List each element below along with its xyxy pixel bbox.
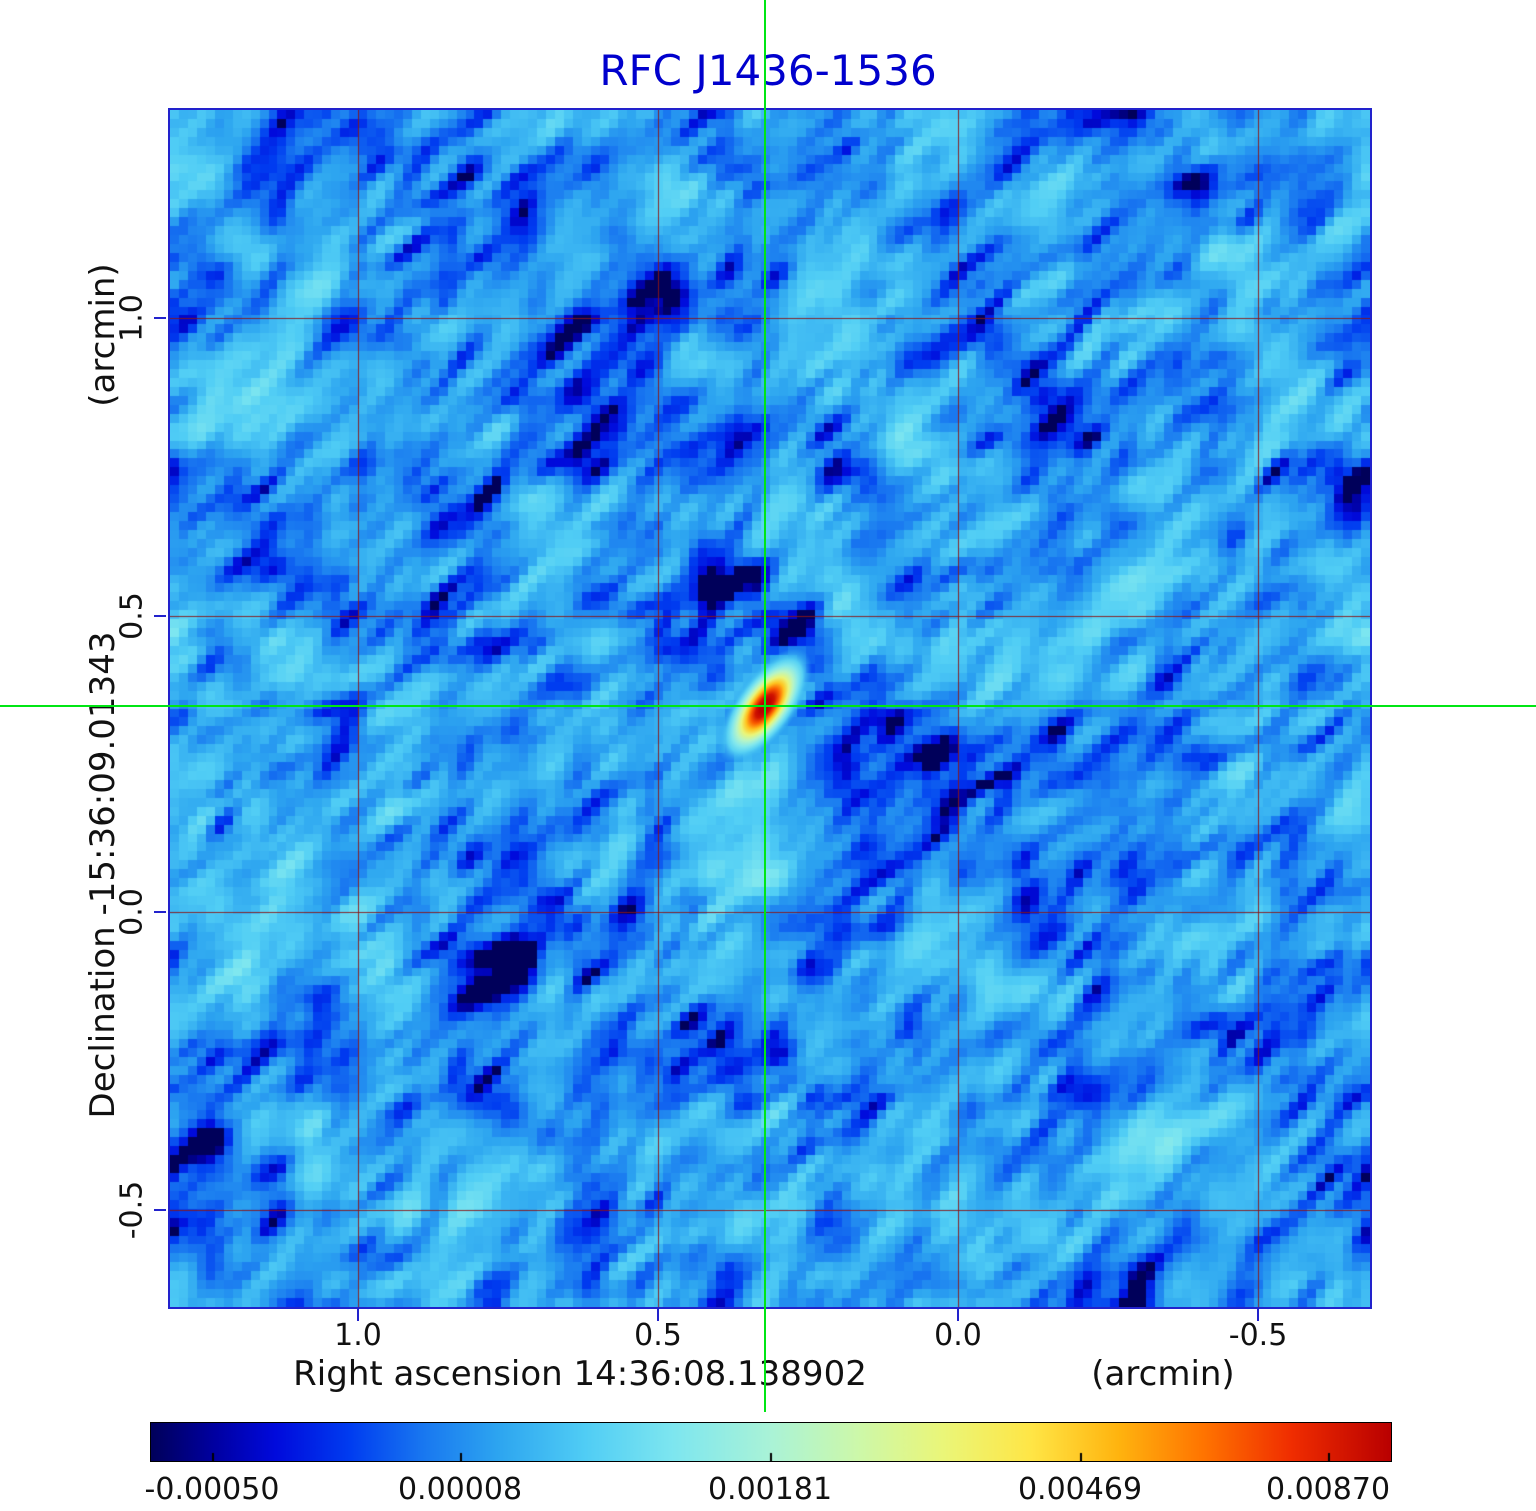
heatmap-plot-frame [168, 108, 1372, 1309]
x-tick-label: 1.0 [334, 1318, 382, 1353]
y-axis-tick-mark [154, 910, 166, 913]
chart-title: RFC J1436-1536 [599, 46, 937, 95]
y-axis-tick-mark [154, 317, 166, 320]
colorbar-canvas [151, 1423, 1391, 1461]
heatmap-canvas [170, 110, 1370, 1307]
colorbar-tick-label: 0.00469 [1017, 1472, 1143, 1507]
x-axis-unit-label: (arcmin) [1091, 1354, 1235, 1394]
colorbar [150, 1422, 1392, 1462]
x-axis-label: Right ascension 14:36:08.138902 [293, 1354, 867, 1394]
colorbar-tick-label: 0.00181 [707, 1472, 833, 1507]
y-axis-tick-mark [154, 615, 166, 618]
y-axis-tick-mark [154, 1209, 166, 1212]
x-tick-label: 0.0 [934, 1318, 982, 1353]
x-axis-tick-mark [1257, 1309, 1260, 1321]
y-tick-label: -0.5 [114, 1180, 150, 1240]
x-tick-label: -0.5 [1228, 1318, 1288, 1353]
x-tick-label: 0.5 [634, 1318, 682, 1353]
x-axis-tick-mark [357, 1309, 360, 1321]
x-axis-tick-mark [657, 1309, 660, 1321]
colorbar-tick-label: -0.00050 [144, 1472, 280, 1507]
crosshair-horizontal-line [0, 705, 1536, 708]
colorbar-tick-label: 0.00870 [1265, 1472, 1391, 1507]
colorbar-tick-label: 0.00008 [397, 1472, 523, 1507]
y-axis-unit-label: (arcmin) [83, 263, 123, 407]
x-axis-tick-mark [957, 1309, 960, 1321]
